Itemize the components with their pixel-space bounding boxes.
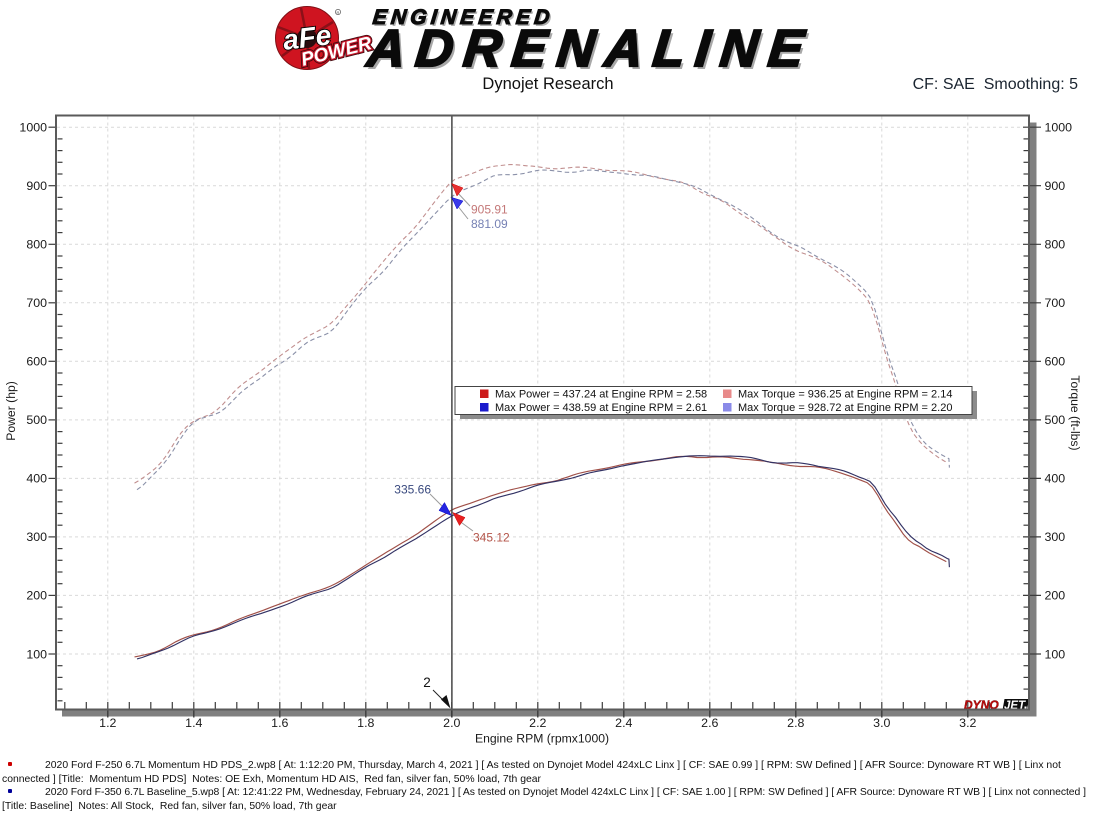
svg-text:700: 700 bbox=[26, 296, 47, 310]
svg-text:800: 800 bbox=[26, 238, 47, 252]
svg-text:200: 200 bbox=[26, 589, 47, 603]
svg-text:Max Torque = 928.72 at Engine: Max Torque = 928.72 at Engine RPM = 2.20 bbox=[738, 402, 952, 414]
svg-text:2.4: 2.4 bbox=[615, 716, 632, 730]
svg-text:905.91: 905.91 bbox=[471, 203, 508, 217]
svg-text:1.2: 1.2 bbox=[99, 716, 116, 730]
svg-text:1.8: 1.8 bbox=[357, 716, 374, 730]
svg-text:Engine RPM (rpmx1000): Engine RPM (rpmx1000) bbox=[475, 732, 609, 746]
svg-text:345.12: 345.12 bbox=[473, 531, 510, 545]
svg-text:2: 2 bbox=[423, 675, 431, 690]
svg-text:900: 900 bbox=[26, 179, 47, 193]
svg-text:300: 300 bbox=[26, 530, 47, 544]
svg-text:1000: 1000 bbox=[1045, 121, 1073, 135]
svg-text:400: 400 bbox=[1045, 472, 1066, 486]
svg-text:800: 800 bbox=[1045, 238, 1066, 252]
svg-text:1.4: 1.4 bbox=[185, 716, 202, 730]
svg-text:2.6: 2.6 bbox=[701, 716, 718, 730]
svg-text:881.09: 881.09 bbox=[471, 217, 508, 231]
svg-text:R: R bbox=[337, 10, 340, 15]
svg-text:600: 600 bbox=[1045, 355, 1066, 369]
svg-text:100: 100 bbox=[1045, 647, 1066, 661]
svg-text:aFe: aFe bbox=[281, 19, 333, 56]
svg-text:DYNO: DYNO bbox=[964, 698, 999, 712]
svg-text:Max Torque = 936.25 at Engine: Max Torque = 936.25 at Engine RPM = 2.14 bbox=[738, 389, 952, 401]
svg-text:2.2: 2.2 bbox=[529, 716, 546, 730]
svg-text:700: 700 bbox=[1045, 296, 1066, 310]
svg-text:1000: 1000 bbox=[19, 121, 47, 135]
svg-text:400: 400 bbox=[26, 472, 47, 486]
svg-text:3.0: 3.0 bbox=[873, 716, 890, 730]
svg-text:335.66: 335.66 bbox=[394, 483, 431, 497]
svg-text:1.6: 1.6 bbox=[271, 716, 288, 730]
svg-text:Max Power = 438.59 at Engine R: Max Power = 438.59 at Engine RPM = 2.61 bbox=[495, 402, 707, 414]
svg-text:200: 200 bbox=[1045, 589, 1066, 603]
svg-text:100: 100 bbox=[26, 647, 47, 661]
svg-text:500: 500 bbox=[26, 413, 47, 427]
svg-text:Torque (ft-lbs): Torque (ft-lbs) bbox=[1068, 375, 1082, 450]
svg-text:Power (hp): Power (hp) bbox=[4, 381, 18, 441]
svg-text:600: 600 bbox=[26, 355, 47, 369]
svg-text:3.2: 3.2 bbox=[959, 716, 976, 730]
svg-text:2.8: 2.8 bbox=[787, 716, 804, 730]
svg-text:Max Power = 437.24 at Engine R: Max Power = 437.24 at Engine RPM = 2.58 bbox=[495, 389, 707, 401]
svg-text:2.0: 2.0 bbox=[443, 716, 460, 730]
svg-text:900: 900 bbox=[1045, 179, 1066, 193]
svg-text:500: 500 bbox=[1045, 413, 1066, 427]
svg-text:300: 300 bbox=[1045, 530, 1066, 544]
